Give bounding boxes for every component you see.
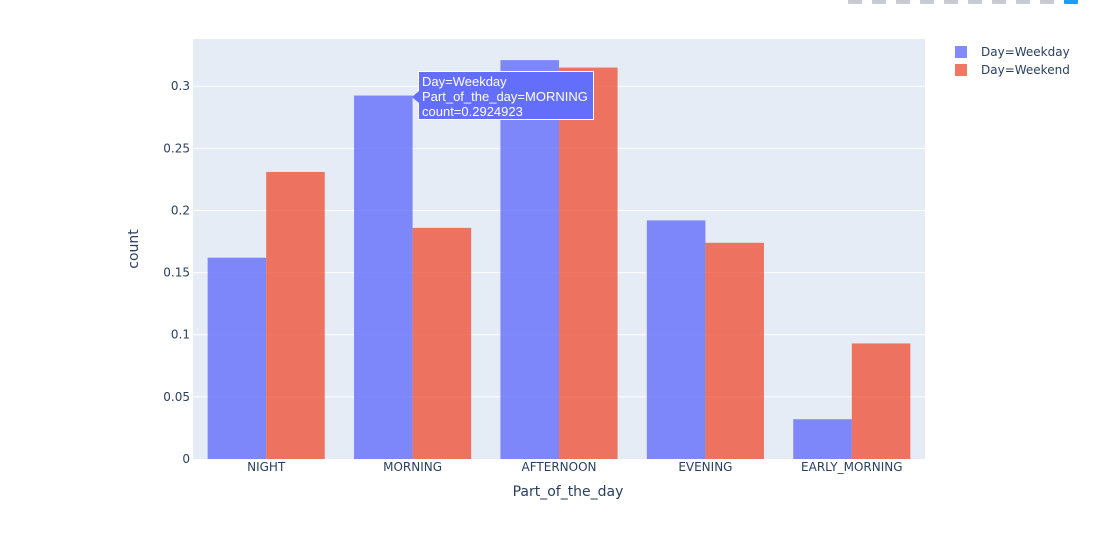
y-tick-label: 0.2	[171, 203, 190, 217]
x-tick-label: AFTERNOON	[522, 460, 597, 474]
x-tick-label: MORNING	[383, 460, 442, 474]
pan-icon[interactable]	[872, 0, 886, 4]
modebar	[848, 0, 1078, 4]
box-select-icon[interactable]	[896, 0, 910, 4]
legend-swatch[interactable]	[955, 64, 967, 76]
bar-afternoon-weekday[interactable]	[500, 60, 559, 459]
tooltip-line-part: Part_of_the_day=MORNING	[422, 89, 588, 104]
legend-label[interactable]: Day=Weekday	[981, 45, 1070, 59]
legend-swatch[interactable]	[955, 46, 967, 58]
y-tick-label: 0.1	[171, 328, 190, 342]
lasso-icon[interactable]	[920, 0, 934, 4]
zoom-out-icon[interactable]	[968, 0, 982, 4]
bar-afternoon-weekend[interactable]	[559, 67, 618, 459]
bar-early-morning-weekday[interactable]	[793, 419, 852, 459]
bar-morning-weekday[interactable]	[354, 95, 413, 459]
y-tick-label: 0.25	[163, 141, 190, 155]
y-tick-labels: 0 0.05 0.1 0.15 0.2 0.25 0.3	[163, 79, 190, 466]
y-tick-label: 0.05	[163, 390, 190, 404]
x-tick-label: EARLY_MORNING	[801, 460, 902, 474]
y-axis-title: count	[126, 229, 142, 269]
bar-morning-weekend[interactable]	[412, 227, 472, 459]
legend: Day=Weekday Day=Weekend	[955, 45, 1070, 77]
bar-evening-weekend[interactable]	[705, 242, 764, 459]
zoom-icon[interactable]	[848, 0, 862, 4]
hover-tooltip: Day=Weekday Part_of_the_day=MORNING coun…	[412, 71, 594, 120]
y-tick-label: 0.15	[163, 266, 190, 280]
y-tick-label: 0.3	[171, 79, 190, 93]
x-axis-title: Part_of_the_day	[513, 484, 624, 500]
tooltip-line-count: count=0.2924923	[422, 104, 523, 119]
bar-evening-weekday[interactable]	[646, 220, 706, 459]
bar-night-weekend[interactable]	[266, 171, 325, 460]
tooltip-pointer	[412, 91, 419, 103]
x-tick-label: EVENING	[678, 460, 732, 474]
y-tick-label: 0	[182, 452, 190, 466]
bar-early-morning-weekend[interactable]	[851, 343, 911, 459]
plotly-logo-icon[interactable]	[1064, 0, 1078, 4]
legend-label[interactable]: Day=Weekend	[981, 63, 1070, 77]
x-tick-label: NIGHT	[247, 460, 286, 474]
tooltip-line-day: Day=Weekday	[422, 74, 507, 89]
compare-hover-icon[interactable]	[1040, 0, 1054, 4]
zoom-in-icon[interactable]	[944, 0, 958, 4]
reset-axes-icon[interactable]	[1016, 0, 1030, 4]
bar-night-weekday[interactable]	[207, 257, 267, 459]
autoscale-icon[interactable]	[992, 0, 1006, 4]
x-tick-labels: NIGHT MORNING AFTERNOON EVENING EARLY_MORNIN…	[247, 460, 902, 474]
bars	[207, 60, 911, 460]
